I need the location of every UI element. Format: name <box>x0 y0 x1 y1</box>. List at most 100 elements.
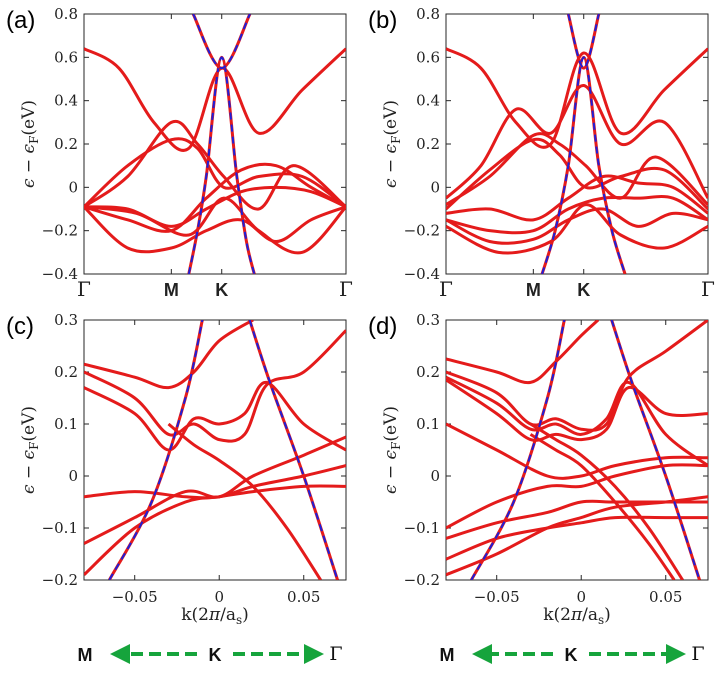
band-line <box>446 132 708 206</box>
band-line <box>446 137 708 211</box>
band-line-under-dirac <box>566 14 601 70</box>
plot-frame <box>83 13 347 275</box>
arrow-label-k: K <box>209 645 222 665</box>
band-line <box>84 320 254 390</box>
y-tick-label: 0.3 <box>416 311 440 329</box>
y-axis-label-eps2: ϵ <box>19 449 39 459</box>
band-line <box>84 47 346 152</box>
y-tick-label: −0.2 <box>42 571 78 589</box>
x-tick-label: 0.05 <box>649 588 682 606</box>
band-line <box>446 195 708 235</box>
band-line <box>84 380 346 452</box>
x-axis-label-close: ) <box>242 605 249 625</box>
y-axis-label: ϵ − ϵF(eV) <box>19 100 41 188</box>
band-line <box>446 495 708 577</box>
arrow-label-k: K <box>565 645 578 665</box>
x-tick-label-gamma: Γ <box>77 277 91 301</box>
dirac-cone-line <box>187 56 256 274</box>
band-line <box>84 119 346 211</box>
y-tick-label: 0.4 <box>416 92 440 110</box>
dirac-cone-line <box>470 320 566 580</box>
panel-d: −0.2−0.100.10.20.3−0.05 0 0.05(d)ϵ − ϵF(eV… <box>368 311 709 665</box>
band-line <box>446 463 708 530</box>
y-tick-label: −0.2 <box>404 222 440 240</box>
band-line <box>84 162 346 233</box>
band-line <box>84 435 346 545</box>
y-tick-label: −0.1 <box>404 519 440 537</box>
band-line <box>529 433 676 580</box>
y-axis-label-sub: F <box>27 442 41 450</box>
y-tick-label: 0 <box>430 467 440 485</box>
x-axis-label-pi: π <box>208 605 221 625</box>
x-tick-label: 0.05 <box>287 588 320 606</box>
y-tick-label: 0.1 <box>54 415 78 433</box>
panel-label: (c) <box>6 313 34 340</box>
band-line-under-dirac <box>187 55 256 274</box>
panel-c: −0.2−0.100.10.20.3−0.05 0 0.05(c)ϵ − ϵF(eV… <box>6 311 347 665</box>
y-tick-label: −0.2 <box>42 222 78 240</box>
x-axis-label-sub: s <box>598 613 604 627</box>
y-tick-label: 0.8 <box>416 5 440 23</box>
x-tick-label-m: M <box>164 280 179 300</box>
band-line <box>167 422 322 580</box>
y-axis-label-unit: (eV) <box>19 100 39 136</box>
arrow-label-m: M <box>440 645 455 665</box>
y-tick-label: 0 <box>430 178 440 196</box>
y-axis-label-unit: (eV) <box>19 406 39 442</box>
y-tick-label: 0 <box>68 178 78 196</box>
band-line-under-dirac <box>191 14 252 70</box>
x-tick-label-gamma: Γ <box>439 277 453 301</box>
y-axis-label-minus: − <box>19 459 39 484</box>
panel-a: −0.4−0.200.20.40.60.8Γ M K Γ(a)ϵ − ϵF(eV) <box>6 5 353 301</box>
x-axis-label-close: ) <box>604 605 611 625</box>
y-axis-label-eps: ϵ <box>19 178 39 188</box>
y-axis-label-eps2: ϵ <box>381 449 401 459</box>
band-line <box>446 47 708 149</box>
y-axis-label-eps: ϵ <box>19 484 39 494</box>
plot-frame <box>445 319 709 581</box>
panel-b: −0.4−0.200.20.40.60.8Γ M K Γ(b)ϵ − ϵF(eV) <box>368 5 715 301</box>
band-line <box>446 375 708 467</box>
x-axis-label-k: k(2 <box>543 605 571 625</box>
y-axis-label: ϵ − ϵF(eV) <box>381 100 403 188</box>
x-tick-label-m: M <box>526 280 541 300</box>
band-line <box>446 320 708 432</box>
arrow-label-gamma: Γ <box>691 643 704 665</box>
y-tick-label: 0.2 <box>416 135 440 153</box>
x-tick-label: −0.05 <box>474 588 520 606</box>
x-axis-label-slash: /a <box>582 605 598 625</box>
x-tick-label: 0 <box>576 588 586 606</box>
y-tick-label: 0.4 <box>54 92 78 110</box>
x-tick-label-gamma: Γ <box>701 277 715 301</box>
series-group <box>84 14 346 274</box>
series-group <box>84 320 346 580</box>
x-tick-label-gamma: Γ <box>339 277 353 301</box>
dirac-cone-line <box>192 14 251 70</box>
dirac-cone-line <box>541 56 626 274</box>
y-axis-label-unit: (eV) <box>381 406 401 442</box>
y-axis-label-eps: ϵ <box>381 178 401 188</box>
y-axis-label-eps2: ϵ <box>381 143 401 153</box>
series-group <box>446 320 708 580</box>
x-axis-label-pi: π <box>570 605 583 625</box>
y-tick-label: −0.2 <box>404 571 440 589</box>
band-line <box>446 174 708 222</box>
arrow-label-gamma: Γ <box>329 643 342 665</box>
series-group <box>446 14 708 274</box>
band-line <box>529 422 684 580</box>
panel-label: (b) <box>368 7 397 34</box>
y-tick-label: 0.3 <box>54 311 78 329</box>
y-tick-label: 0.1 <box>416 415 440 433</box>
y-axis-label-minus: − <box>381 153 401 178</box>
y-axis-label-sub: F <box>389 442 403 450</box>
y-tick-label: 0.6 <box>416 48 440 66</box>
band-line <box>446 422 708 480</box>
y-tick-label: 0.2 <box>54 135 78 153</box>
band-line <box>84 329 346 443</box>
band-line <box>446 84 708 200</box>
band-line <box>446 515 708 561</box>
band-line <box>84 196 346 255</box>
x-axis-label: k(2π/as) <box>181 605 249 627</box>
y-tick-label: 0.8 <box>54 5 78 23</box>
